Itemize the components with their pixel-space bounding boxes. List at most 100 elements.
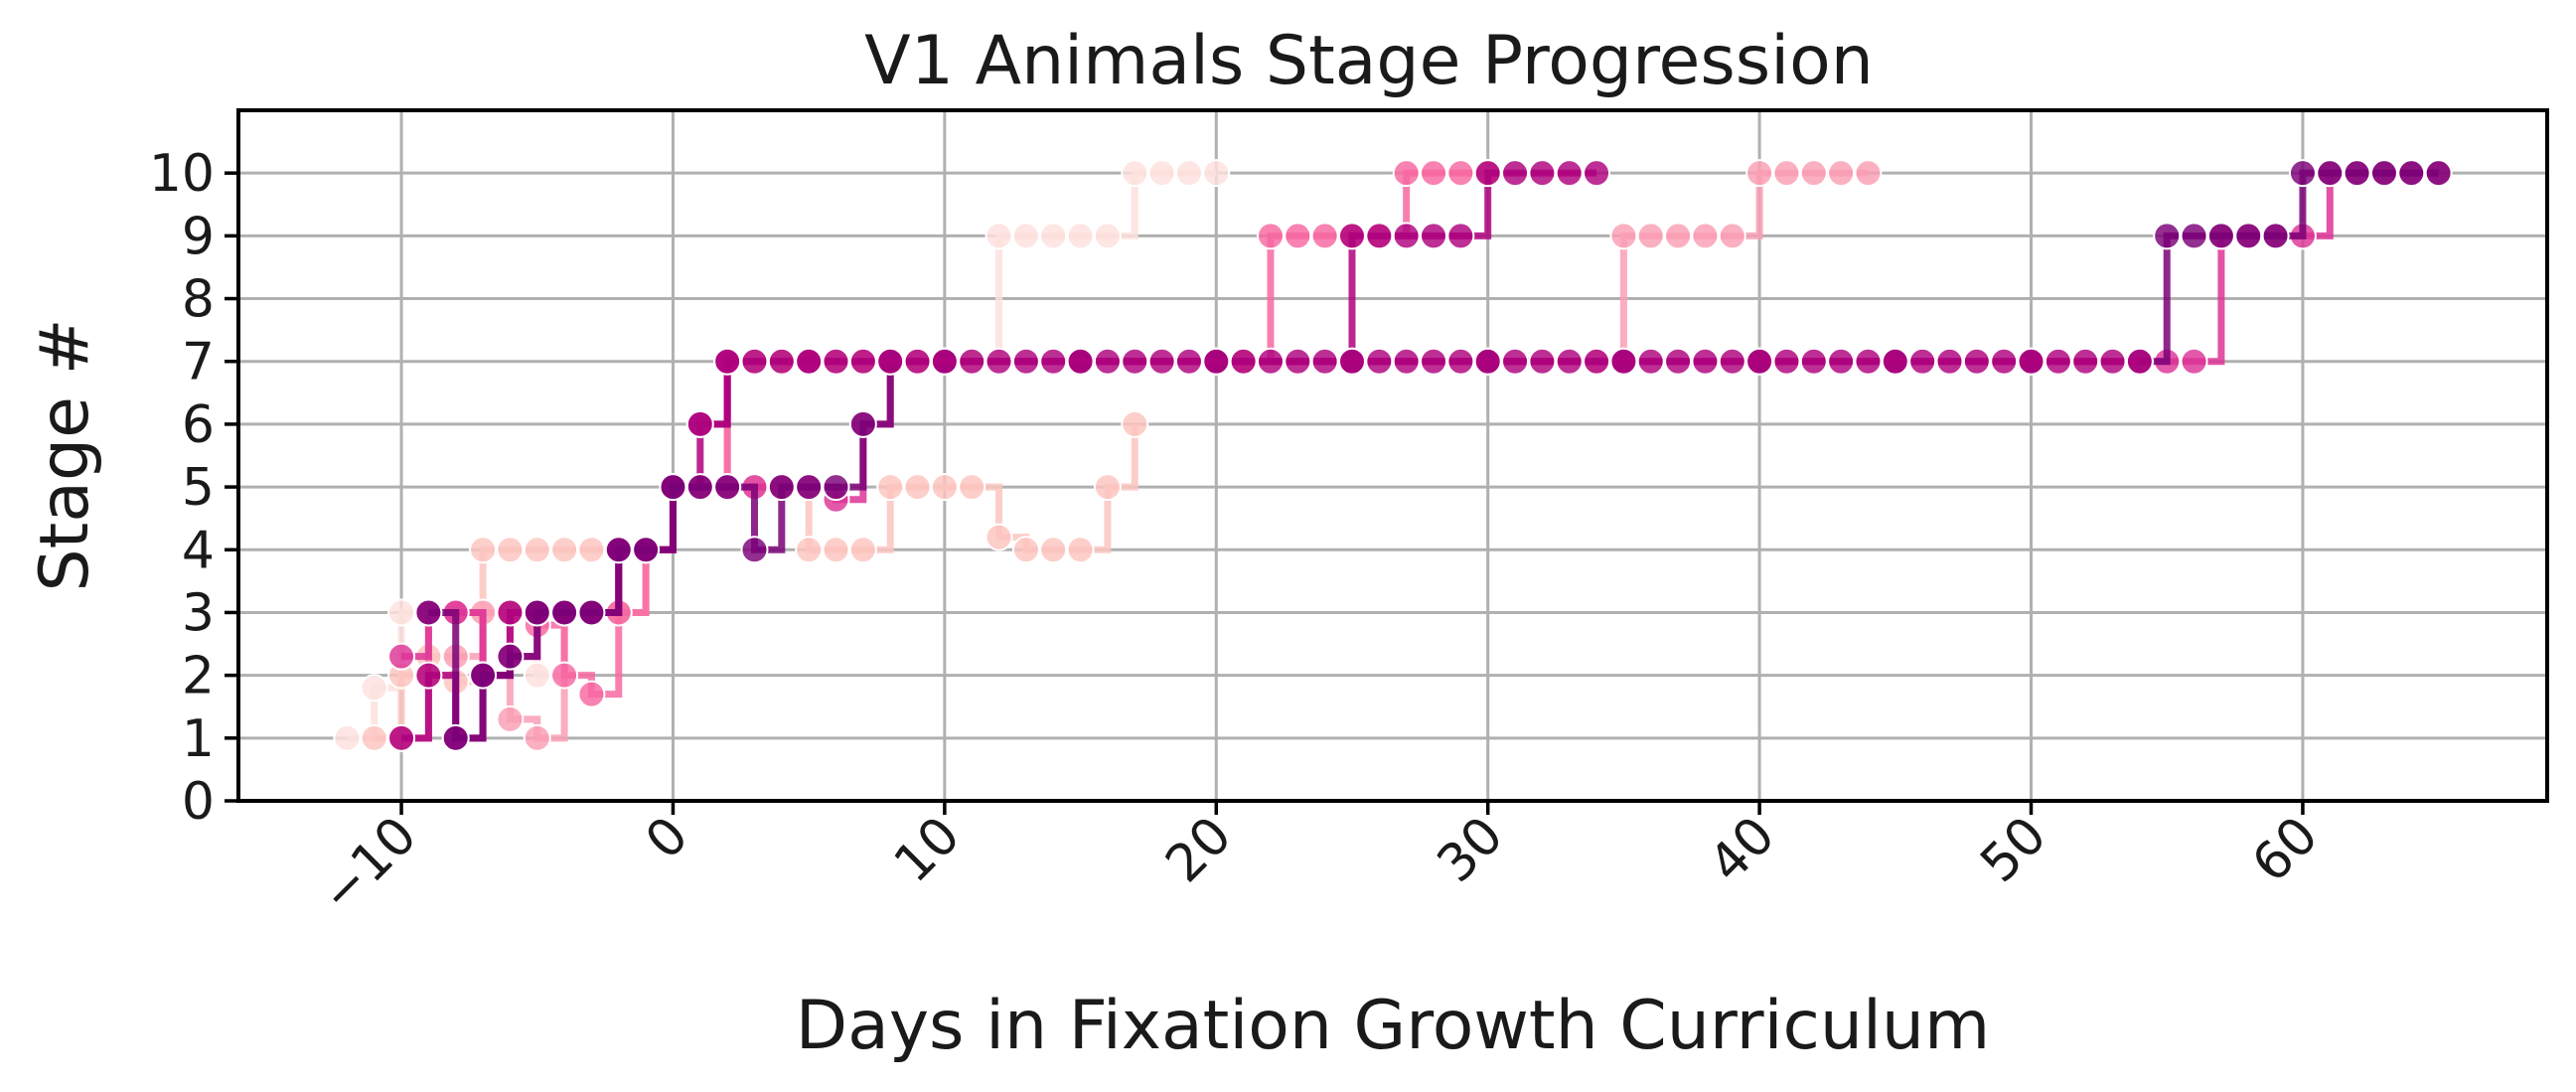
data-point: [1365, 222, 1394, 250]
data-point: [1583, 347, 1611, 376]
data-point: [2017, 347, 2046, 376]
data-point: [1392, 159, 1421, 188]
data-point: [469, 661, 498, 690]
data-point: [2098, 347, 2127, 376]
data-point: [958, 473, 986, 502]
data-point: [1202, 159, 1231, 188]
y-tick-label: 7: [182, 333, 215, 392]
data-point: [1745, 159, 1774, 188]
data-point: [1011, 347, 1040, 376]
data-point: [1121, 347, 1149, 376]
data-point: [848, 347, 877, 376]
data-point: [1609, 347, 1638, 376]
data-point: [1392, 222, 1421, 250]
data-point: [1337, 347, 1366, 376]
data-point: [1664, 347, 1693, 376]
data-point: [822, 473, 850, 502]
data-point: [2234, 222, 2263, 250]
data-point: [1501, 159, 1530, 188]
series-2: [360, 409, 1149, 752]
data-point: [1039, 536, 1068, 564]
data-point: [1147, 159, 1176, 188]
data-point: [1609, 222, 1638, 250]
data-point: [822, 536, 850, 564]
data-point: [632, 536, 661, 564]
data-point: [2397, 159, 2426, 188]
data-point: [2343, 159, 2371, 188]
data-point: [822, 347, 850, 376]
data-point: [387, 642, 416, 671]
data-point: [2369, 159, 2398, 188]
y-tick-label: 5: [182, 458, 215, 518]
y-tick-label: 8: [182, 270, 215, 330]
data-point: [577, 536, 606, 564]
data-point: [1202, 347, 1231, 376]
data-point: [1039, 222, 1068, 250]
data-point: [1066, 222, 1095, 250]
data-point: [387, 723, 416, 752]
data-point: [1636, 222, 1665, 250]
data-point: [1066, 347, 1095, 376]
data-point: [1799, 159, 1828, 188]
series-8: [685, 347, 2154, 438]
data-point: [1229, 347, 1258, 376]
series-layer: [333, 159, 2453, 752]
data-point: [604, 536, 633, 564]
data-point: [1284, 347, 1312, 376]
data-point: [1066, 536, 1095, 564]
data-point: [2071, 347, 2100, 376]
data-point: [1420, 222, 1448, 250]
data-point: [1745, 347, 1774, 376]
data-point: [1121, 159, 1149, 188]
x-tick-label: 40: [1698, 806, 1786, 894]
data-point: [2180, 222, 2208, 250]
data-point: [1093, 473, 1122, 502]
series-1: [333, 159, 1231, 752]
y-tick-label: 0: [182, 772, 215, 832]
data-point: [387, 598, 416, 627]
y-tick-label: 10: [149, 144, 215, 204]
plot-frame: [236, 108, 2549, 803]
data-point: [1420, 347, 1448, 376]
y-tick-label: 2: [182, 647, 215, 706]
data-point: [1664, 222, 1693, 250]
data-point: [795, 347, 824, 376]
data-point: [1093, 222, 1122, 250]
data-point: [1011, 222, 1040, 250]
data-point: [659, 473, 687, 502]
data-point: [985, 347, 1013, 376]
data-point: [1555, 347, 1584, 376]
data-point: [1256, 222, 1285, 250]
x-tick-label: 20: [1154, 806, 1243, 894]
data-point: [985, 523, 1013, 551]
data-point: [1962, 347, 1991, 376]
data-point: [1827, 159, 1856, 188]
data-point: [713, 473, 742, 502]
x-tick-label: 30: [1427, 806, 1515, 894]
data-point: [1854, 347, 1883, 376]
chart-title: V1 Animals Stage Progression: [864, 22, 1874, 100]
data-point: [1446, 159, 1475, 188]
data-point: [1528, 159, 1557, 188]
x-axis-label: Days in Fixation Growth Curriculum: [796, 987, 1990, 1065]
x-tick-label: −10: [309, 806, 428, 925]
data-point: [2180, 347, 2208, 376]
data-point: [577, 598, 606, 627]
y-tick-label: 6: [182, 395, 215, 455]
y-tick-label: 9: [182, 207, 215, 266]
data-point: [1121, 409, 1149, 438]
x-tick-label: 50: [1969, 806, 2057, 894]
data-point: [1310, 222, 1339, 250]
data-point: [1555, 159, 1584, 188]
data-point: [1827, 347, 1856, 376]
data-point: [577, 680, 606, 708]
data-point: [685, 409, 714, 438]
data-point: [496, 642, 525, 671]
data-point: [1501, 347, 1530, 376]
data-point: [740, 536, 769, 564]
data-point: [930, 347, 959, 376]
data-point: [414, 598, 443, 627]
series-step-line: [428, 169, 1869, 742]
data-point: [2316, 159, 2345, 188]
data-point: [1446, 347, 1475, 376]
